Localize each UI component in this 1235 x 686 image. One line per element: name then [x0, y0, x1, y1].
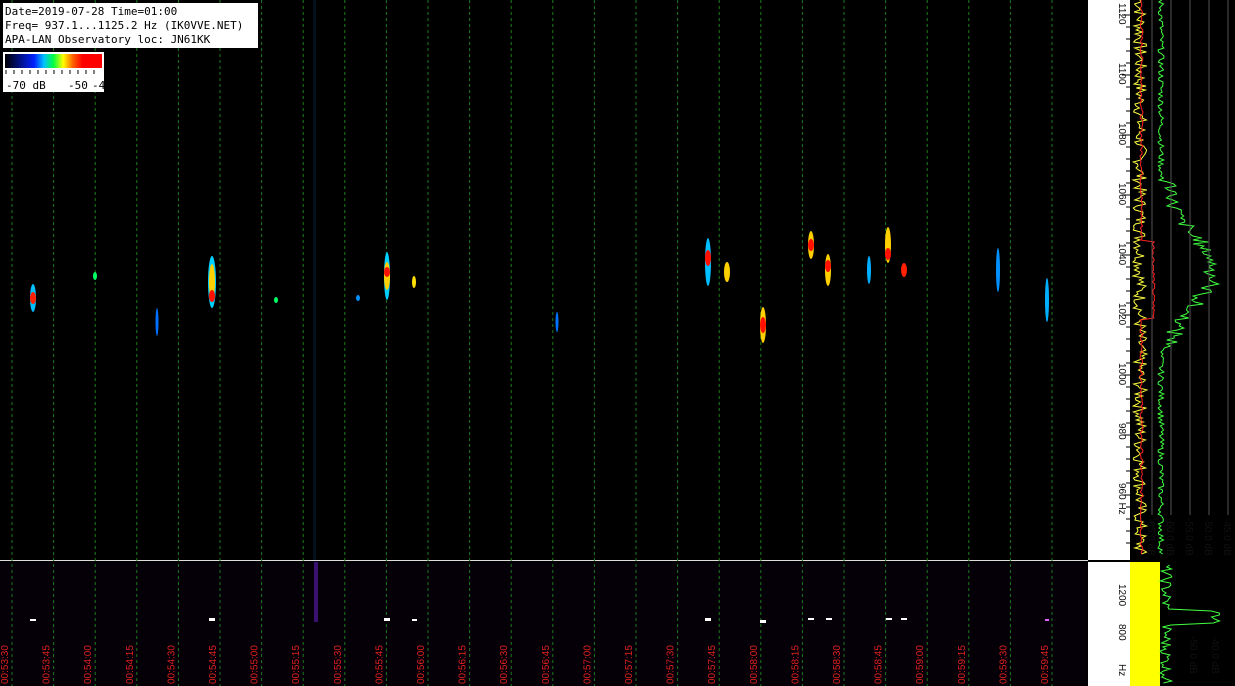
time-label: 00:55:15 [291, 645, 302, 684]
trace [1131, 0, 1149, 555]
power-label: -50.0 dB [1202, 518, 1213, 556]
time-label: 00:59:00 [915, 645, 926, 684]
time-label: 00:58:00 [749, 645, 760, 684]
power-label: -60.0 dB [1164, 518, 1175, 556]
trace [1156, 0, 1221, 555]
time-grid [11, 0, 1053, 686]
header-line: APA-LAN Observatory loc: JN61KK [5, 33, 211, 46]
lower-power-label: -50.0 dB [1187, 636, 1198, 674]
freq-label: 980 [1116, 423, 1127, 440]
colorbar [5, 54, 102, 68]
header-line: Freq= 937.1...1125.2 Hz (IK0VVE.NET) [5, 19, 243, 32]
trace [1139, 0, 1156, 555]
freq-label: 1000 [1116, 363, 1127, 386]
freq-label: 1020 [1116, 303, 1127, 326]
time-label: 00:59:30 [998, 645, 1009, 684]
time-label: 00:57:15 [624, 645, 635, 684]
time-label: 00:59:15 [957, 645, 968, 684]
lower-freq-label: 800 [1116, 624, 1127, 641]
time-label: 00:59:45 [1040, 645, 1051, 684]
time-label: 00:54:45 [208, 645, 219, 684]
freq-label: 1040 [1116, 243, 1127, 266]
power-label: -65.0 dB [1145, 518, 1156, 556]
noise-streak [314, 562, 318, 622]
time-label: 00:56:30 [499, 645, 510, 684]
colorbar-label: -40 [92, 79, 112, 92]
spectrum-plot [1130, 0, 1235, 560]
colorbar-label: -50 [68, 79, 88, 92]
colorbar-label: -70 dB [6, 79, 46, 92]
lower-freq-label: Hz [1116, 664, 1127, 676]
trace [1158, 564, 1221, 684]
spectrum-traces [1131, 0, 1221, 684]
freq-label: 1080 [1116, 123, 1127, 146]
power-label: -45.0 dB [1221, 518, 1232, 556]
time-label: 00:58:30 [832, 645, 843, 684]
time-label: 00:56:45 [541, 645, 552, 684]
time-label: 00:56:15 [458, 645, 469, 684]
time-label: 00:53:45 [42, 645, 53, 684]
time-label: 00:58:15 [790, 645, 801, 684]
time-label: 00:57:30 [666, 645, 677, 684]
time-label: 00:53:30 [0, 645, 11, 684]
time-label: 00:54:15 [125, 645, 136, 684]
time-label: 00:56:00 [416, 645, 427, 684]
time-label: 00:55:45 [374, 645, 385, 684]
power-label: -55.0 dB [1183, 518, 1194, 556]
time-label: 00:54:30 [166, 645, 177, 684]
freq-label: 1120 [1116, 3, 1127, 25]
meteor-echoes [30, 227, 1049, 343]
freq-label: 1060 [1116, 183, 1127, 206]
time-label: 00:54:00 [83, 645, 94, 684]
lower-strip [0, 562, 1087, 686]
lower-spectrum-fill [1130, 562, 1160, 686]
time-label: 00:57:45 [707, 645, 718, 684]
noise-streak [313, 0, 316, 560]
time-label: 00:58:45 [874, 645, 885, 684]
waterfall [0, 0, 1087, 560]
time-label: 00:55:00 [250, 645, 261, 684]
lower-power-label: -40.0 dB [1209, 636, 1220, 674]
time-label: 00:57:00 [582, 645, 593, 684]
lower-freq-label: 1200 [1116, 584, 1127, 607]
time-label: 00:55:30 [333, 645, 344, 684]
header-box [3, 3, 258, 48]
freq-label: 1100 [1116, 63, 1127, 85]
lower-echoes [30, 618, 1049, 623]
freq-label: 960 Hz [1116, 483, 1127, 515]
header-line: Date=2019-07-28 Time=01:00 [5, 5, 177, 18]
